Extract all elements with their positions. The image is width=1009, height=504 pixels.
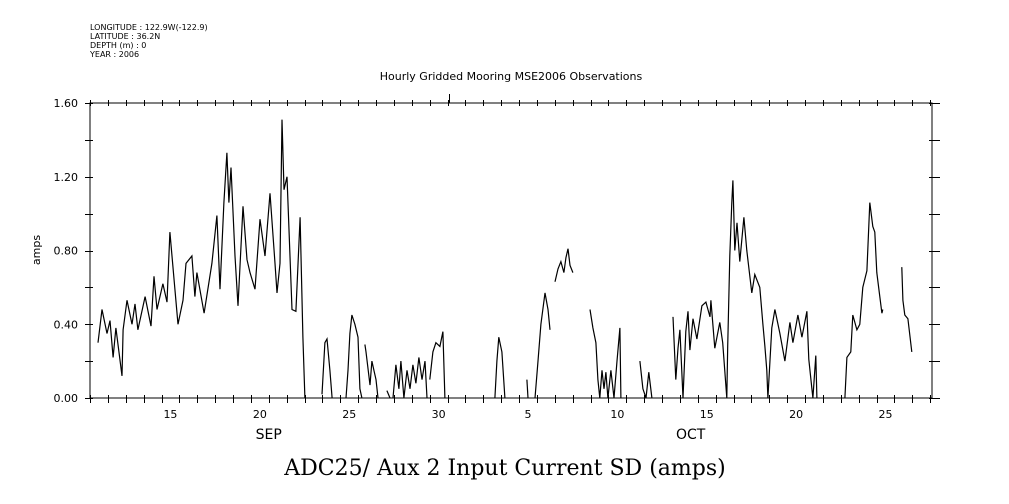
month-label: SEP xyxy=(256,427,282,443)
data-series-segment xyxy=(844,202,884,399)
data-series-segment xyxy=(901,267,913,352)
plot-frame xyxy=(89,102,933,399)
data-series-segment xyxy=(97,119,306,399)
data-series-segment xyxy=(429,331,446,399)
month-label: OCT xyxy=(676,427,706,443)
data-series-segment xyxy=(386,390,391,399)
data-series-segment xyxy=(534,292,551,399)
y-tick-label: 0.80 xyxy=(54,245,79,258)
x-tick-label: 15 xyxy=(163,408,177,421)
y-tick-label: 1.60 xyxy=(54,97,79,110)
y-tick-label: 0.00 xyxy=(54,392,79,405)
x-tick-label: 10 xyxy=(610,408,624,421)
depth-label: DEPTH (m) : 0 xyxy=(90,41,146,50)
chart-title: Hourly Gridded Mooring MSE2006 Observati… xyxy=(380,70,643,83)
y-axis-label: amps xyxy=(30,235,43,265)
data-series-segment xyxy=(526,379,529,399)
data-series-segment xyxy=(554,248,574,282)
y-tick-label: 0.40 xyxy=(54,318,79,331)
x-tick-label: 25 xyxy=(879,408,893,421)
data-series-segment xyxy=(364,344,379,399)
x-tick-label: 20 xyxy=(789,408,803,421)
data-series-segment xyxy=(321,337,333,399)
longitude-label: LONGITUDE : 122.9W(-122.9) xyxy=(90,23,208,32)
data-series-segment xyxy=(392,357,428,399)
latitude-label: LATITUDE : 36.2N xyxy=(90,32,160,41)
data-series-segment xyxy=(345,314,363,399)
chart-caption: ADC25/ Aux 2 Input Current SD (amps) xyxy=(283,456,725,481)
data-series-segment xyxy=(672,180,818,399)
x-tick-label: 5 xyxy=(524,408,531,421)
x-tick-label: 25 xyxy=(342,408,356,421)
data-series-segment xyxy=(639,361,653,399)
x-tick-label: 20 xyxy=(253,408,267,421)
year-label: YEAR : 2006 xyxy=(89,50,139,59)
data-series-segment xyxy=(494,337,506,399)
data-series-segment xyxy=(589,309,622,399)
x-tick-label: 30 xyxy=(432,408,446,421)
x-tick-label: 15 xyxy=(700,408,714,421)
y-tick-label: 1.20 xyxy=(54,171,79,184)
